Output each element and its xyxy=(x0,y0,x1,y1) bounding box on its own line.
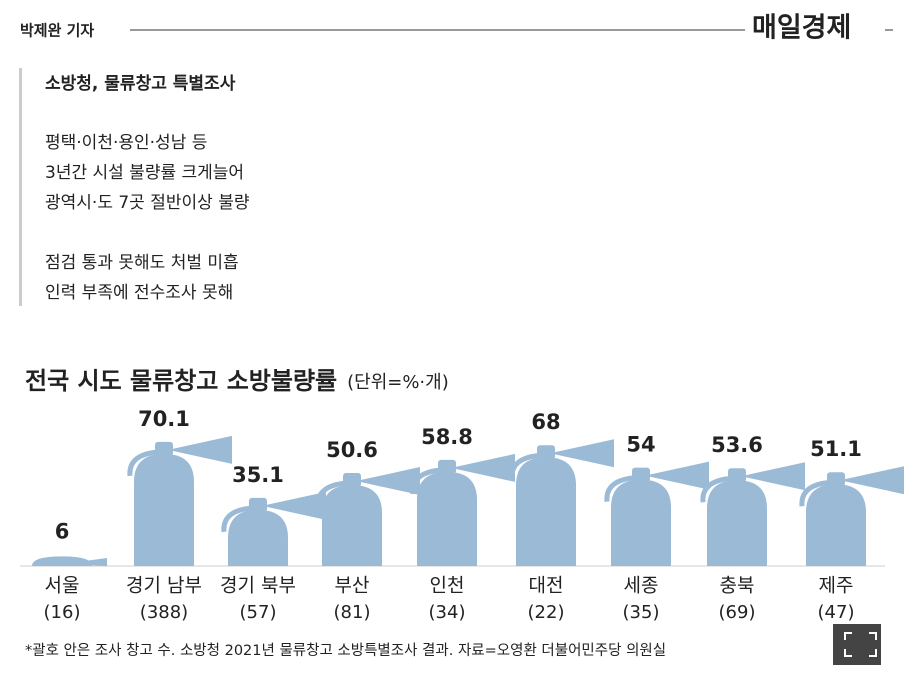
summary-line: 인력 부족에 전수조사 못해 xyxy=(45,283,233,303)
x-tick-note: (388) xyxy=(140,602,188,623)
extinguisher-hose xyxy=(799,479,833,507)
value-label: 58.8 xyxy=(421,425,473,449)
x-tick-note: (69) xyxy=(719,602,756,623)
value-label: 6 xyxy=(55,519,70,543)
extinguisher-head xyxy=(632,467,650,482)
extinguisher-hose xyxy=(221,505,255,533)
x-tick-label: 서울 xyxy=(45,575,80,597)
x-tick-note: (22) xyxy=(528,602,565,623)
value-label: 35.1 xyxy=(232,463,284,487)
x-tick-note: (57) xyxy=(240,602,277,623)
x-tick-note: (47) xyxy=(818,602,855,623)
chart-title: 전국 시도 물류창고 소방불량률 xyxy=(25,367,337,395)
x-tick-note: (34) xyxy=(429,602,466,623)
x-tick-note: (81) xyxy=(334,602,371,623)
extinguisher-head xyxy=(249,497,267,512)
value-label: 70.1 xyxy=(138,407,190,431)
extinguisher-nozzle xyxy=(168,435,232,464)
extinguisher-hose xyxy=(604,475,638,502)
bar xyxy=(32,556,92,566)
chart: 6 서울 (16) 70.1 경기 남부 (388) 35.1 경기 북부 (57) 50.6 부산… xyxy=(20,407,904,623)
x-tick-label: 대전 xyxy=(529,575,564,597)
fullscreen-bg[interactable] xyxy=(833,624,881,665)
summary-line: 광역시·도 7곳 절반이상 불량 xyxy=(45,193,250,213)
extinguisher-nozzle xyxy=(262,491,326,520)
bar xyxy=(806,484,866,566)
x-tick-label: 인천 xyxy=(430,575,465,597)
extinguisher-head xyxy=(343,473,361,488)
summary-headline: 소방청, 물류창고 특별조사 xyxy=(45,73,236,94)
extinguisher-head xyxy=(155,441,173,456)
fullscreen-button[interactable] xyxy=(833,624,881,665)
value-label: 68 xyxy=(531,410,560,434)
summary-border xyxy=(19,68,22,306)
x-tick-note: (16) xyxy=(44,602,81,623)
extinguisher-hose xyxy=(410,467,444,495)
bar xyxy=(134,453,194,566)
value-label: 54 xyxy=(626,433,655,457)
x-tick-label: 제주 xyxy=(819,575,854,597)
summary-line: 점검 통과 못해도 처벌 미흡 xyxy=(45,253,239,273)
chart-note: *괄호 안은 조사 창고 수. 소방청 2021년 물류창고 소방특별조사 결과… xyxy=(25,642,666,659)
x-tick-label: 부산 xyxy=(335,575,370,597)
extinguisher-nozzle xyxy=(840,466,904,495)
bar xyxy=(322,485,382,566)
x-tick-label: 충북 xyxy=(720,575,755,597)
extinguisher-nozzle xyxy=(356,467,420,496)
byline: 박제완 기자 xyxy=(20,22,94,40)
extinguisher-hose xyxy=(700,475,734,503)
logo[interactable]: 매일경제 xyxy=(752,13,851,44)
extinguisher-nozzle xyxy=(741,462,805,491)
extinguisher-head xyxy=(537,445,555,460)
extinguisher-hose xyxy=(127,449,161,477)
bar xyxy=(516,457,576,566)
x-tick-note: (35) xyxy=(623,602,660,623)
value-label: 50.6 xyxy=(326,438,378,462)
fullscreen-icon[interactable] xyxy=(844,632,877,657)
summary-line: 평택·이천·용인·성남 등 xyxy=(45,133,207,153)
extinguisher-hose xyxy=(509,452,543,480)
bar xyxy=(228,509,288,566)
extinguisher-hose xyxy=(315,480,349,508)
x-tick-label: 경기 북부 xyxy=(220,575,296,597)
extinguisher-nozzle xyxy=(550,439,614,468)
x-tick-label: 세종 xyxy=(624,575,659,597)
value-label: 51.1 xyxy=(810,437,862,461)
value-label: 53.6 xyxy=(711,433,763,457)
bar xyxy=(707,480,767,566)
summary-line: 3년간 시설 불량률 크게늘어 xyxy=(45,163,244,183)
extinguisher-nozzle xyxy=(451,453,515,482)
bar xyxy=(417,471,477,566)
extinguisher-head xyxy=(438,459,456,474)
x-tick-label: 경기 남부 xyxy=(126,575,202,597)
bar xyxy=(611,479,671,566)
extinguisher-nozzle xyxy=(645,461,709,490)
extinguisher-head xyxy=(728,468,746,483)
chart-subtitle: (단위=%·개) xyxy=(347,372,449,393)
extinguisher-head xyxy=(827,472,845,487)
